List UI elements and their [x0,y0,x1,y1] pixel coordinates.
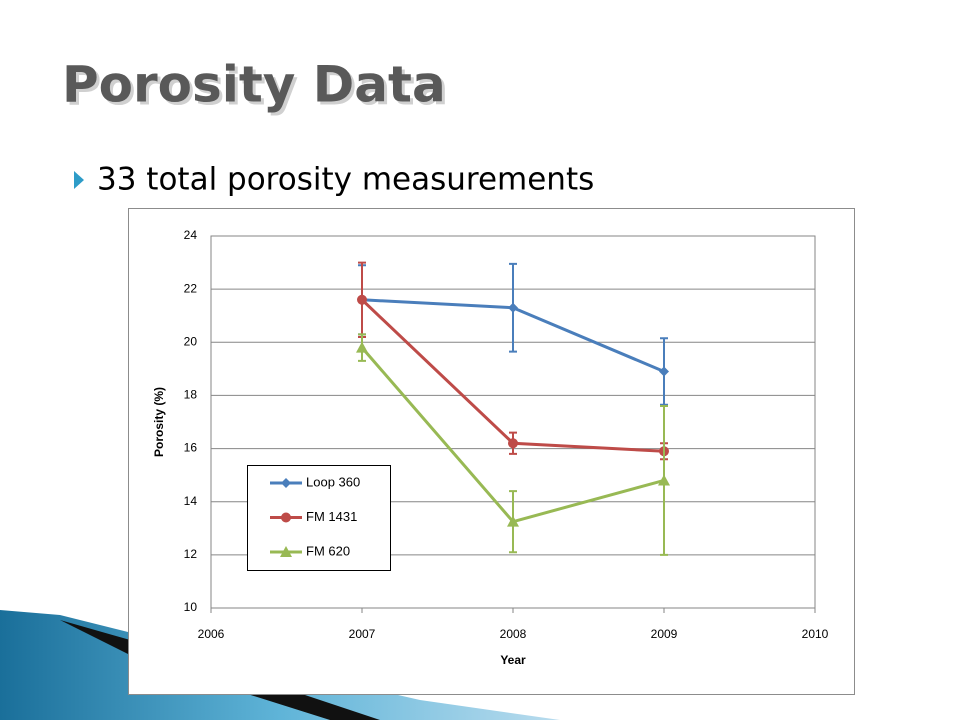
y-tick-label: 12 [184,547,198,561]
x-tick-label: 2009 [651,627,678,641]
marker [659,366,669,377]
bullet-icon [74,171,84,189]
marker [508,438,518,449]
y-axis-label: Porosity (%) [152,387,166,457]
y-tick-label: 20 [184,334,198,348]
marker [281,512,291,523]
marker [281,478,291,488]
bullet-text: 33 total porosity measurements [97,162,594,198]
marker [280,546,292,557]
marker [507,515,519,527]
legend-label: Loop 360 [306,474,360,489]
x-tick-label: 2010 [802,627,829,641]
chart: 10 12 14 16 18 20 22 24 2006 2007 2008 2009 2010 Year… [152,228,828,667]
y-tick-label: 10 [184,600,198,614]
y-tick-label: 18 [184,388,198,402]
y-tick-label: 16 [184,441,198,455]
x-tick-label: 2007 [349,627,376,641]
x-tick-label: 2008 [500,627,527,641]
y-tick-label: 24 [184,228,198,242]
marker [658,474,670,486]
y-tick-label: 14 [184,494,198,508]
marker [357,294,367,305]
x-tick-label: 2006 [198,627,225,641]
y-tick-label: 22 [184,281,198,295]
legend-label: FM 1431 [306,509,357,524]
marker [508,302,518,313]
title-shadow: Porosity Data [65,59,449,117]
marker [356,341,368,353]
chart-frame [128,208,855,695]
legend-label: FM 620 [306,543,350,558]
slide-title: Porosity Data [62,56,446,114]
x-axis-label: Year [500,653,526,667]
